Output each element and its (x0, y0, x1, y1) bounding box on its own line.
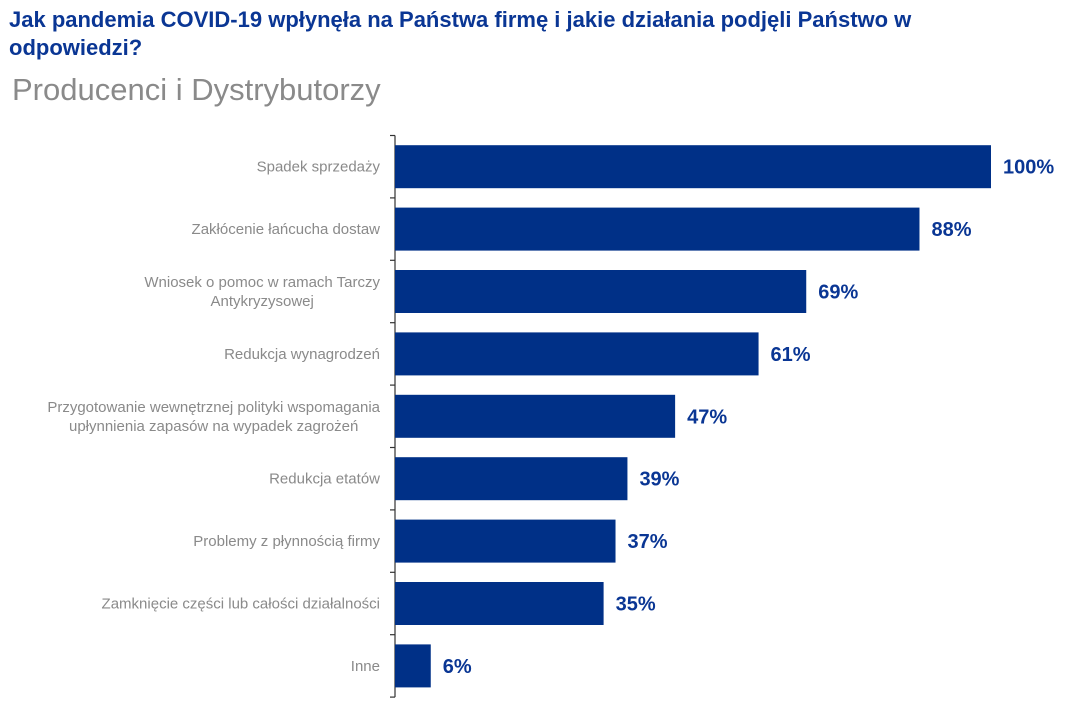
bar (395, 582, 604, 625)
category-label: Redukcja wynagrodzeń (224, 346, 380, 363)
bar (395, 207, 920, 251)
category-label: Spadek sprzedaży (257, 159, 381, 176)
data-label: 39% (639, 469, 679, 491)
bar (395, 644, 431, 688)
data-label: 47% (687, 406, 727, 428)
category-label: Wniosek o pomoc w ramach Tarczy Antykryzy… (144, 274, 380, 310)
bar (395, 332, 759, 376)
category-label: Przygotowanie wewnętrznej polityki wspom… (47, 399, 380, 435)
data-label: 6% (443, 656, 472, 678)
category-label: Problemy z płynnością firmy (193, 533, 380, 550)
bar (395, 519, 616, 563)
bar (395, 457, 628, 501)
category-label: Inne (351, 658, 380, 675)
bar (395, 270, 807, 313)
data-label: 88% (931, 219, 971, 241)
data-label: 35% (616, 594, 656, 616)
chart-subtitle: Producenci i Dystrybutorzy (12, 72, 381, 107)
chart-title: Jak pandemia COVID-19 wpłynęła na Państw… (9, 7, 912, 60)
bar (395, 394, 676, 438)
category-label: Redukcja etatów (269, 471, 380, 488)
data-label: 100% (1003, 157, 1054, 179)
bar (395, 145, 991, 189)
category-label: Zamknięcie części lub całości działalnoś… (102, 596, 380, 613)
data-label: 61% (771, 344, 811, 366)
data-label: 37% (628, 531, 668, 553)
data-label: 69% (818, 282, 858, 304)
category-label: Zakłócenie łańcucha dostaw (192, 221, 381, 238)
